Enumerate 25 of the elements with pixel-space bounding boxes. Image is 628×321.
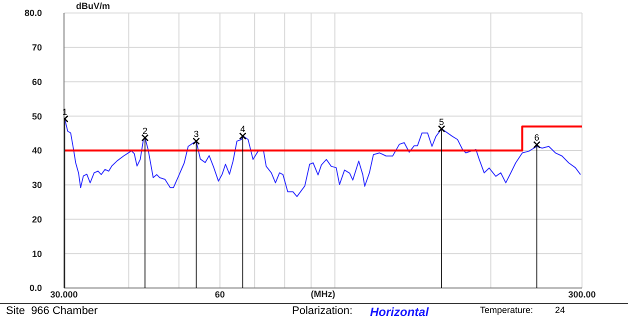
- x-tick-label: 300.00: [568, 289, 596, 300]
- text: 24: [555, 305, 566, 315]
- y-axis-title: dBuV/m: [76, 1, 110, 11]
- annotation: 5: [439, 116, 444, 127]
- y-tick-label: 80.0: [24, 8, 42, 18]
- annotation: 4: [240, 124, 246, 134]
- annotation: 2: [142, 126, 148, 136]
- text: Site 966 Chamber: [6, 305, 98, 317]
- annotation: 6: [534, 132, 540, 143]
- y-tick-label: 20: [32, 214, 42, 224]
- y-tick-label: 10: [32, 248, 42, 259]
- text: Polarization:: [292, 305, 353, 317]
- annotation: 1: [62, 106, 68, 117]
- y-tick-label: 60: [32, 76, 42, 87]
- y-tick-label: 40: [32, 146, 42, 156]
- text: Horizontal: [370, 305, 429, 319]
- y-tick-label: 0.0: [29, 283, 42, 294]
- x-tick-label: 60: [214, 289, 225, 300]
- x-axis-title: (MHz): [310, 289, 336, 299]
- y-tick-label: 70: [32, 42, 42, 53]
- x-tick-label: 30.000: [50, 289, 78, 300]
- annotation: 3: [194, 129, 199, 140]
- y-tick-label: 30: [32, 180, 42, 190]
- y-tick-label: 50: [32, 111, 42, 122]
- text: Temperature:: [480, 305, 534, 315]
